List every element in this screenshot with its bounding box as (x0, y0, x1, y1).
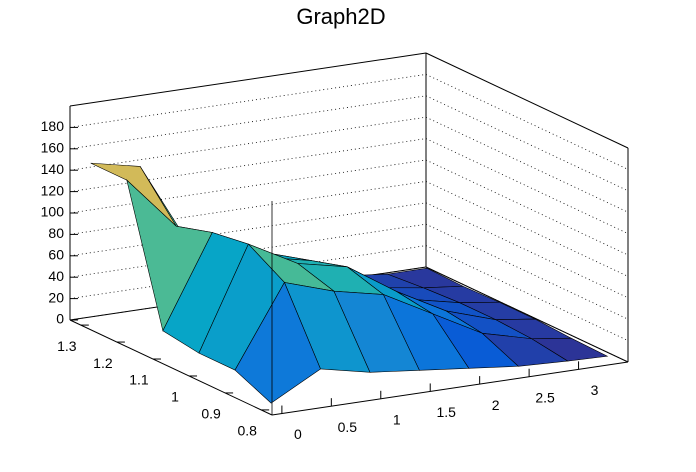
grid-line (69, 74, 427, 128)
z-tick-label: 40 (48, 268, 64, 284)
z-tick-label: 100 (41, 204, 65, 220)
z-tick-label: 180 (41, 118, 65, 134)
y-tick-label: 0.8 (237, 423, 257, 439)
x-tick-label: 1 (393, 412, 401, 428)
surface-cell (234, 281, 321, 404)
box-edge (69, 319, 273, 416)
z-tick-label: 0 (56, 311, 64, 327)
x-tick-label: 2.5 (535, 389, 555, 405)
z-tick-label: 160 (41, 140, 65, 156)
grid-line (425, 181, 629, 277)
y-tick-label: 1 (171, 389, 179, 405)
z-tick-label: 140 (41, 161, 65, 177)
grid-line (69, 95, 427, 150)
box-edge (425, 52, 629, 149)
x-tick-label: 1.5 (436, 404, 456, 420)
x-tick-label: 2 (492, 397, 500, 413)
grid-line (69, 116, 427, 171)
grid-line (425, 116, 629, 213)
box-edge (425, 266, 629, 363)
chart-title: Graph2D (296, 4, 385, 29)
x-tick-label: 0.5 (338, 419, 358, 435)
x-tick-label: 0 (294, 426, 302, 442)
y-tick-label: 1.2 (93, 355, 113, 371)
x-tick-label: 3 (591, 382, 599, 398)
z-tick-label: 20 (48, 289, 64, 305)
y-tick-label: 0.9 (201, 406, 221, 422)
grid-line (425, 159, 629, 256)
z-tick-label: 80 (48, 225, 64, 241)
grid-line (425, 74, 629, 170)
z-tick-label: 60 (48, 247, 64, 263)
z-tick-label: 120 (41, 182, 65, 198)
grid-line (425, 138, 629, 234)
grid-line (69, 181, 427, 235)
y-tick-label: 1.1 (129, 372, 149, 388)
y-tick-label: 1.3 (57, 338, 77, 354)
grid-line (425, 95, 629, 192)
box-edge (69, 52, 427, 107)
